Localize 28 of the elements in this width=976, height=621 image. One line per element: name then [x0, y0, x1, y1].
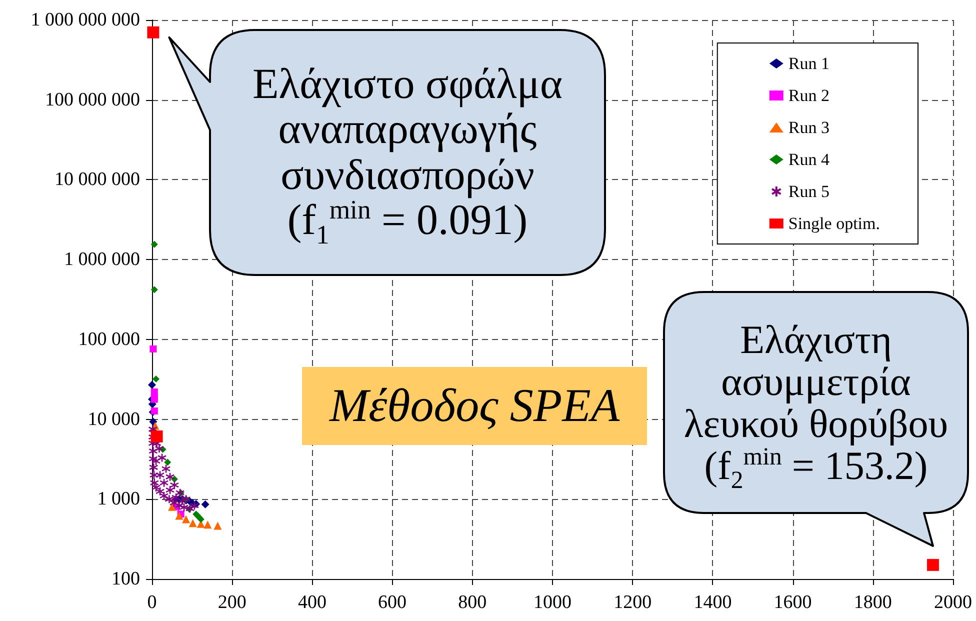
x-tick-label: 200 [218, 592, 246, 613]
x-tick-label: 1800 [854, 592, 892, 613]
y-tick-label: 10 000 [88, 408, 140, 430]
x-tick-label: 1200 [614, 592, 652, 613]
y-tick-label: 100 000 [78, 328, 140, 350]
x-tick-label: 1000 [534, 592, 572, 613]
x-tick-label: 2000 [934, 592, 972, 613]
legend-label: Run 2 [788, 86, 830, 105]
y-tick-label: 1 000 [97, 488, 140, 510]
annotation: Μέθοδος SPEA [329, 379, 620, 433]
y-tick-label: 100 [112, 568, 140, 590]
legend-label: Run 1 [788, 54, 830, 73]
annotation: Ελάχιστο σφάλμα αναπαραγωγής συνδιασπορών (f$_{1}$$^{min}$ = 0.091) [252, 61, 562, 250]
x-tick-label: 600 [378, 592, 407, 613]
y-tick-label: 1 000 000 000 [30, 10, 140, 30]
y-tick-label: 10 000 000 [54, 169, 140, 190]
x-tick-label: 1400 [694, 592, 732, 613]
legend-label: Run 4 [788, 150, 830, 169]
x-tick-label: 400 [298, 592, 326, 613]
legend-label: Single optim. [788, 214, 880, 233]
y-tick-label: 1 000 000 [64, 249, 140, 270]
x-tick-label: 800 [458, 592, 487, 613]
x-tick-label: 1600 [774, 592, 812, 613]
legend-label: Run 3 [788, 118, 830, 137]
x-tick-label: 0 [147, 592, 157, 613]
y-tick-label: 100 000 000 [45, 89, 140, 110]
annotation: Ελάχιστη ασυμμετρία λευκού θορύβου (f$_{2}$$^{min}$ = 153.2) [684, 316, 948, 494]
legend-label: Run 5 [788, 182, 830, 201]
